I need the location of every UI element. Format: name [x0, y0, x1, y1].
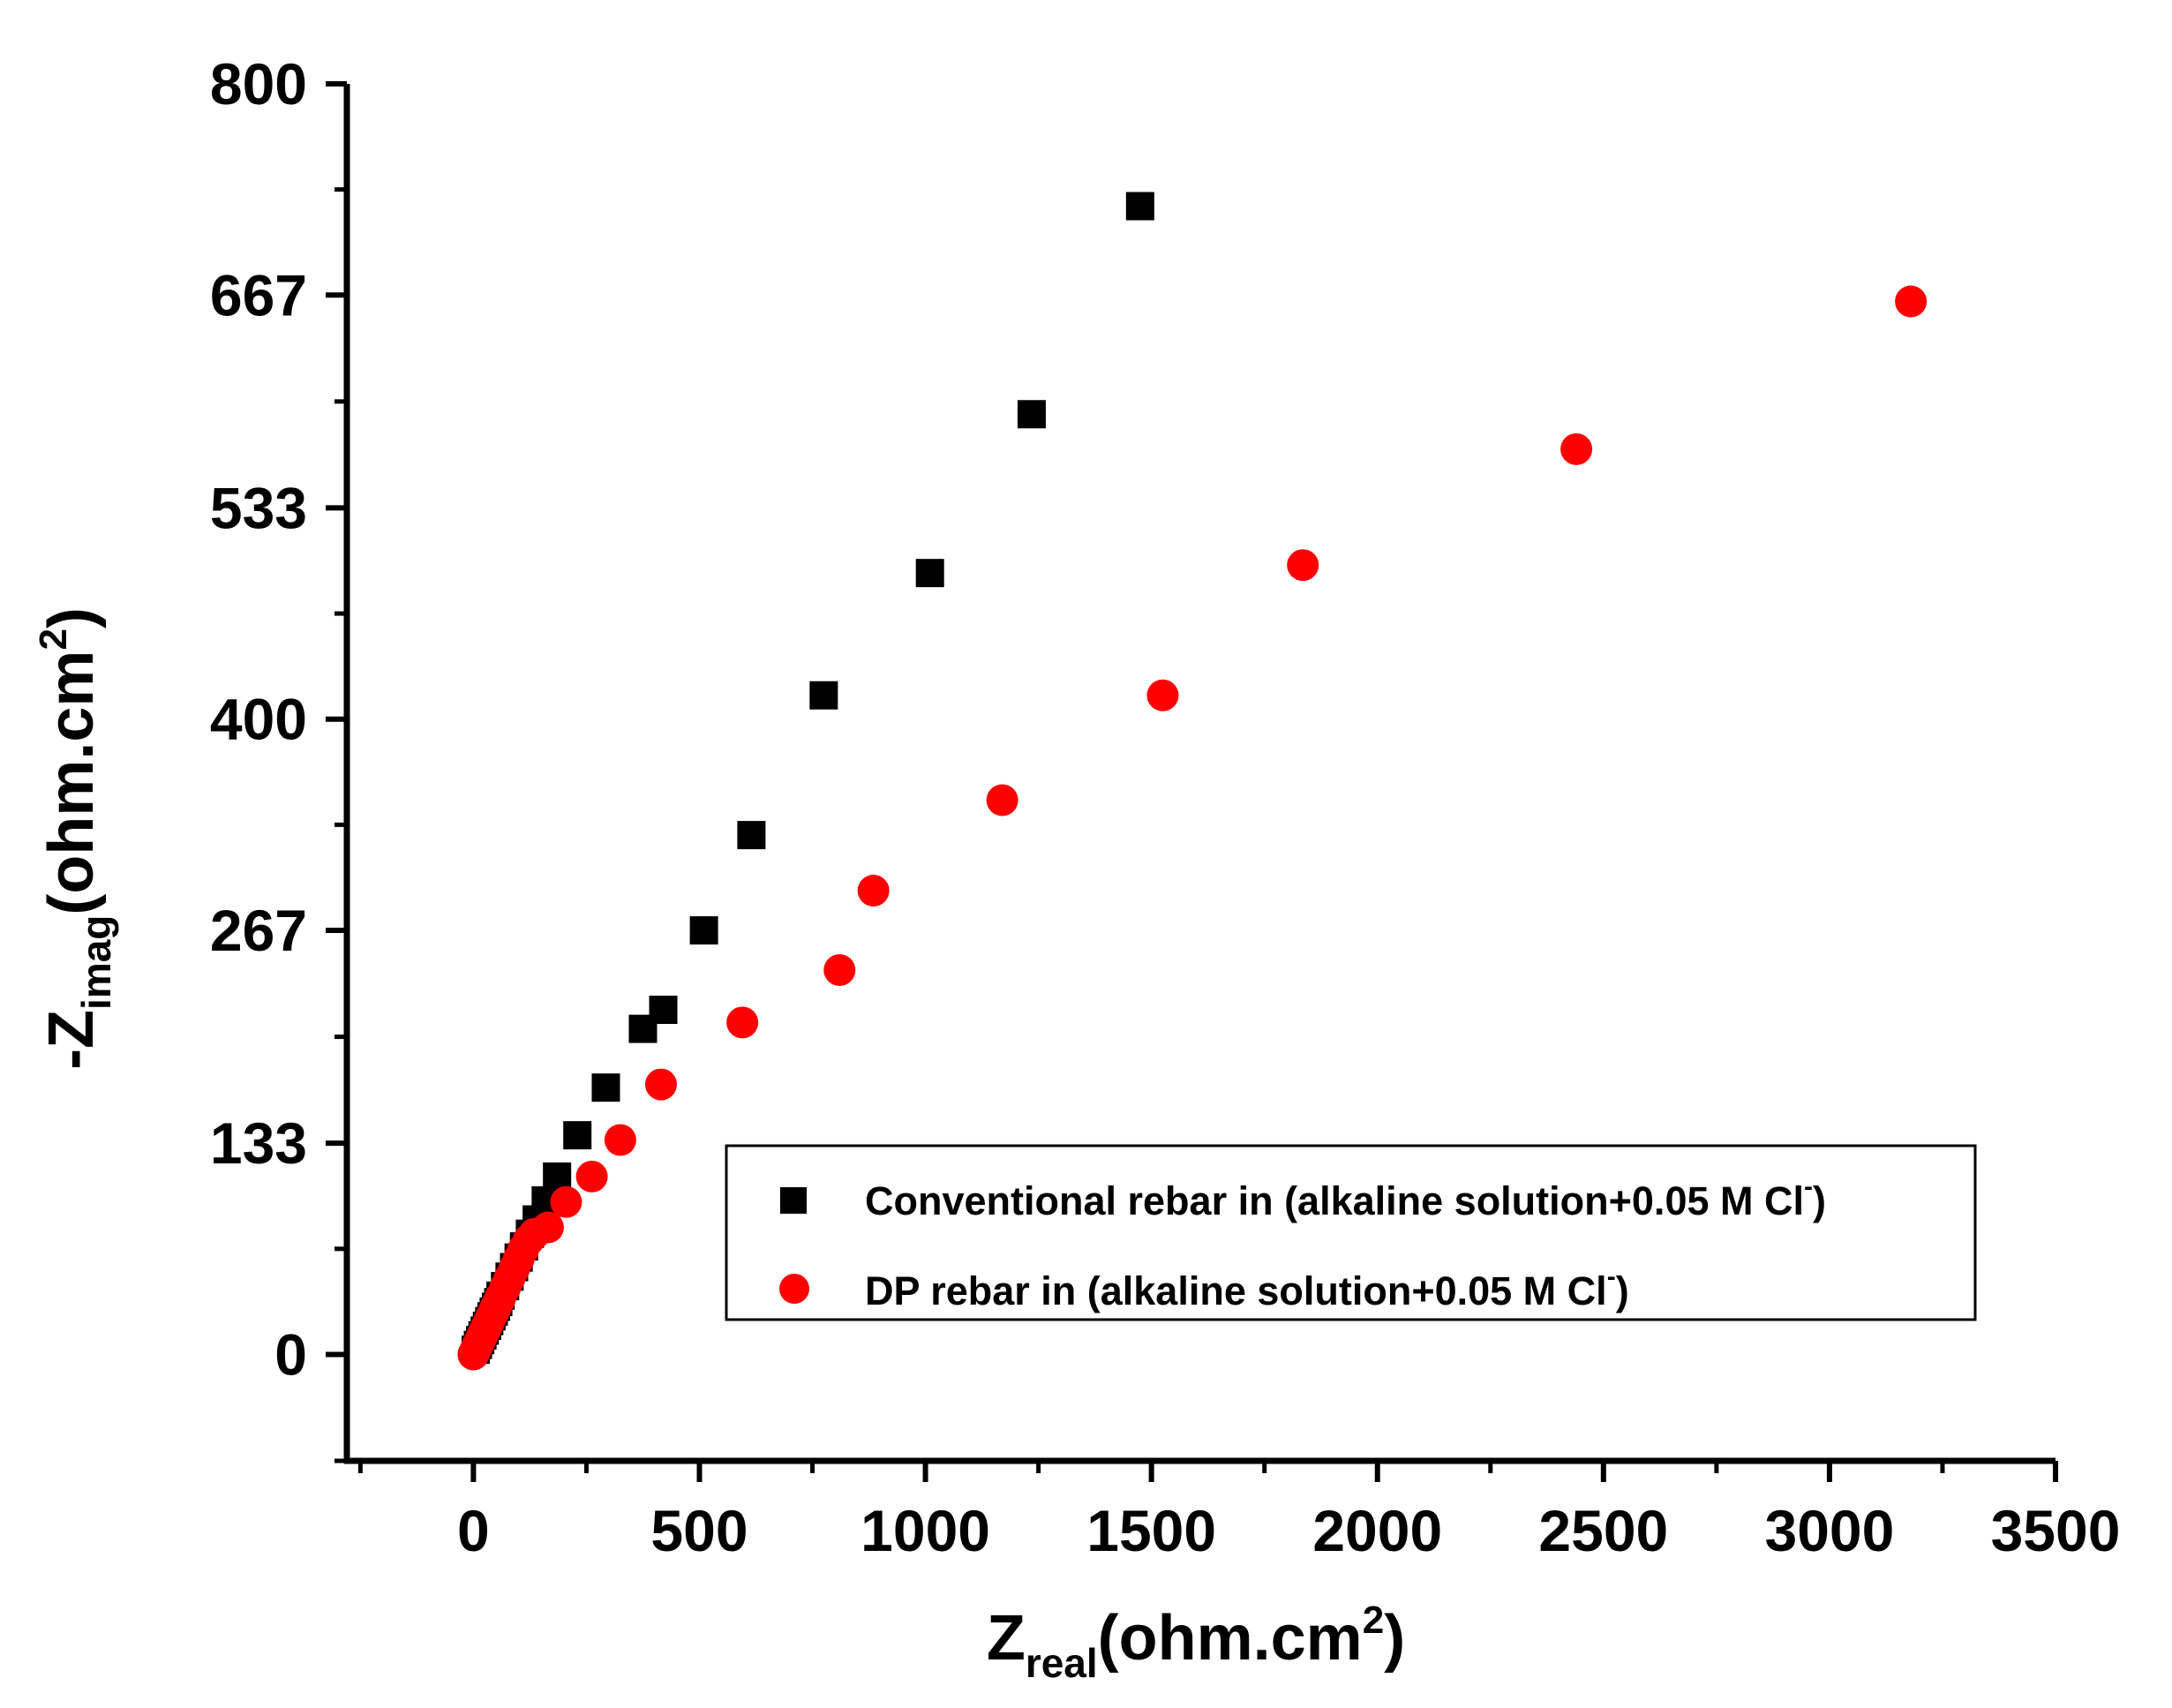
data-point-circle [1146, 679, 1179, 711]
data-point-circle [550, 1185, 582, 1218]
x-tick-label: 1000 [861, 1498, 990, 1563]
data-point-square [591, 1073, 620, 1102]
legend: Conventional rebar in (alkaline solution… [725, 1144, 1977, 1321]
data-point-circle [531, 1211, 564, 1244]
data-point-square [737, 821, 766, 850]
data-point-circle [575, 1160, 608, 1193]
data-point-square [689, 916, 718, 945]
series-dp [457, 285, 1928, 1371]
data-point-square [809, 681, 838, 710]
data-point-circle [644, 1068, 677, 1101]
y-tick-label: 267 [210, 898, 307, 963]
data-point-circle [986, 784, 1018, 816]
legend-label-dp: DP rebar in (alkaline solution+0.05 M Cl… [865, 1262, 1629, 1313]
x-tick-label: 1500 [1086, 1498, 1216, 1563]
data-point-circle [604, 1124, 636, 1156]
y-axis-title: -Zimag(ohm.cm2) [32, 607, 119, 1070]
x-tick-label: 0 [457, 1498, 490, 1563]
x-tick-label: 3500 [1991, 1498, 2121, 1563]
x-tick-label: 500 [650, 1498, 748, 1563]
y-tick-label: 533 [210, 475, 307, 540]
data-point-circle [823, 954, 856, 987]
data-point-circle [726, 1006, 759, 1039]
data-point-square [563, 1121, 592, 1150]
x-tick-label: 3000 [1765, 1498, 1895, 1563]
x-tick-label: 2500 [1538, 1498, 1668, 1563]
data-point-square [543, 1162, 572, 1191]
legend-marker-square [780, 1187, 807, 1214]
y-tick-label: 800 [210, 51, 307, 117]
data-point-circle [1287, 549, 1319, 582]
y-tick-label: 667 [210, 262, 307, 327]
data-point-circle [1895, 285, 1928, 318]
y-tick-label: 0 [274, 1321, 307, 1387]
data-point-circle [1560, 433, 1593, 465]
tick-labels: 0 133 267 400 533 667 800 0 500 1000 1500 2000 2500 3… [210, 51, 2121, 1563]
data-point-square [649, 995, 678, 1024]
x-axis-title: Zreal(ohm.cm2) [987, 1599, 1405, 1686]
data-point-square [915, 559, 944, 588]
legend-marker-circle [779, 1274, 809, 1304]
y-tick-label: 400 [210, 687, 307, 752]
y-tick-label: 133 [210, 1110, 307, 1176]
data-point-square [1017, 400, 1046, 429]
data-point-circle [857, 875, 890, 907]
legend-box [725, 1144, 1977, 1321]
data-point-square [1125, 192, 1154, 221]
data-points [457, 192, 1928, 1371]
x-tick-label: 2000 [1312, 1498, 1442, 1563]
legend-label-conventional: Conventional rebar in (alkaline solution… [865, 1172, 1826, 1223]
